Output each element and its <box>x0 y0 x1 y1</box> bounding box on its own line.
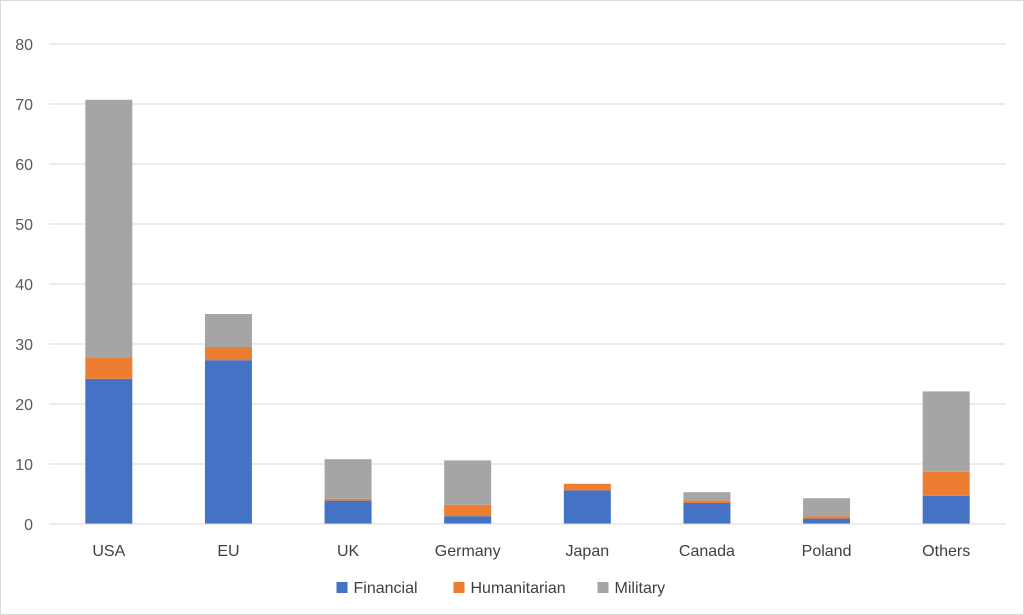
y-tick-label: 80 <box>15 37 33 54</box>
bar-canada-humanitarian <box>683 500 731 503</box>
legend: Financial Humanitarian Military <box>336 580 666 597</box>
bar-uk-military <box>324 459 372 499</box>
bar-canada-military <box>683 492 731 501</box>
y-tick-label: 0 <box>24 517 33 534</box>
bar-germany-humanitarian <box>444 504 492 517</box>
bar-usa-financial <box>85 378 133 524</box>
x-axis-category-labels: USA EU UK Germany Japan Canada Poland Others <box>92 543 970 560</box>
y-tick-label: 20 <box>15 397 33 414</box>
y-tick-label: 30 <box>15 337 33 354</box>
bar-uk-financial <box>324 500 372 524</box>
x-tick-label: USA <box>92 543 125 560</box>
bar-others-financial <box>922 495 970 524</box>
y-tick-label: 50 <box>15 217 33 234</box>
gridlines <box>49 43 1006 465</box>
x-tick-label: Others <box>922 543 970 560</box>
y-axis-tick-labels: 0 10 20 30 40 50 60 70 80 <box>15 37 33 534</box>
bar-eu-military <box>204 314 252 347</box>
bar-others-humanitarian <box>922 471 970 496</box>
bar-eu-financial <box>204 360 252 524</box>
y-tick-label: 70 <box>15 97 33 114</box>
legend-label: Military <box>615 580 666 597</box>
legend-swatch-humanitarian <box>453 582 465 593</box>
legend-label: Financial <box>354 580 418 597</box>
x-tick-label: Poland <box>802 543 852 560</box>
legend-item-humanitarian: Humanitarian <box>453 580 566 597</box>
bar-canada-financial <box>683 503 731 524</box>
bar-usa-humanitarian <box>85 357 133 379</box>
legend-swatch-military <box>597 582 609 593</box>
bar-poland-financial <box>803 518 851 524</box>
x-tick-label: Japan <box>566 543 610 560</box>
bar-japan-humanitarian <box>563 483 611 491</box>
legend-label: Humanitarian <box>471 580 566 597</box>
bar-japan-financial <box>563 490 611 524</box>
y-tick-label: 60 <box>15 157 33 174</box>
x-tick-label: Canada <box>679 543 735 560</box>
legend-item-financial: Financial <box>336 580 418 597</box>
bars <box>85 99 970 524</box>
bar-poland-military <box>803 498 851 517</box>
bar-eu-humanitarian <box>204 347 252 361</box>
y-tick-label: 10 <box>15 457 33 474</box>
bar-others-military <box>922 391 970 472</box>
x-tick-label: EU <box>217 543 239 560</box>
legend-swatch-financial <box>336 582 348 593</box>
legend-item-military: Military <box>597 580 666 597</box>
bar-germany-military <box>444 460 492 505</box>
bar-uk-humanitarian <box>324 498 372 501</box>
x-tick-label: Germany <box>435 543 501 560</box>
y-tick-label: 40 <box>15 277 33 294</box>
bar-poland-humanitarian <box>803 516 851 519</box>
bar-germany-financial <box>444 516 492 524</box>
bar-usa-military <box>85 99 133 358</box>
x-tick-label: UK <box>337 543 360 560</box>
